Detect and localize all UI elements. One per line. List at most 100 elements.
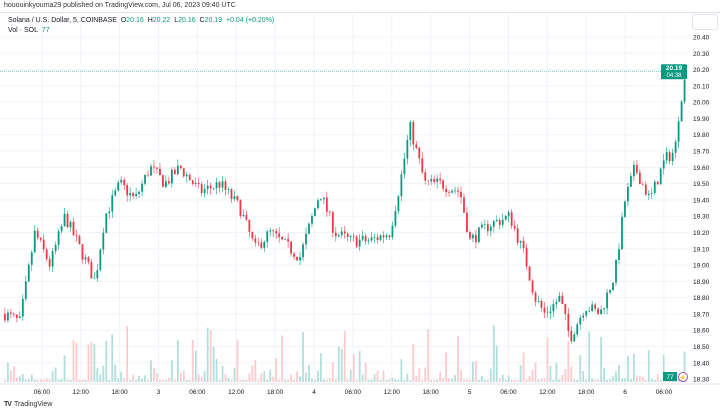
volume-bar <box>322 379 325 382</box>
volume-label[interactable]: Vol · SOL <box>8 27 38 34</box>
candle-body <box>600 309 603 315</box>
volume-bar <box>469 379 471 382</box>
volume-bar <box>573 379 576 382</box>
volume-badge-value: 77 <box>666 374 674 381</box>
candle-body <box>290 241 293 254</box>
volume-bar <box>343 331 346 382</box>
candle-body <box>245 214 248 220</box>
volume-bar <box>337 346 340 382</box>
volume-bar <box>576 380 579 382</box>
candle-body <box>227 189 230 190</box>
candle-body <box>218 182 221 188</box>
price-tick-label: 20.40 <box>693 35 710 42</box>
volume-bar <box>358 350 361 382</box>
volume-bar <box>108 379 111 382</box>
time-tick-label: 06:00 <box>500 389 517 396</box>
grid <box>0 12 688 384</box>
volume-bar <box>436 379 439 382</box>
candle-body <box>296 256 298 261</box>
candle-body <box>81 244 84 260</box>
chart-top-right-button[interactable] <box>692 14 718 30</box>
candle-body <box>364 235 367 242</box>
volume-bar <box>498 378 501 382</box>
volume-bar <box>185 379 188 382</box>
time-tick-label: 12:00 <box>539 389 556 396</box>
volume-bar <box>376 371 379 382</box>
candle-body <box>120 179 123 183</box>
candle-body <box>144 174 146 184</box>
volume-bar <box>501 374 504 382</box>
time-tick-label: 12:00 <box>228 389 245 396</box>
volume-bar <box>281 335 284 382</box>
candle-body <box>442 180 445 189</box>
volume-bar <box>293 379 295 382</box>
candle-body <box>582 315 585 318</box>
volume-bar <box>102 365 105 382</box>
candle-body <box>630 176 632 187</box>
candle-body <box>475 234 477 243</box>
candle-body <box>656 181 659 185</box>
candle-body <box>87 257 90 263</box>
volume-bar <box>427 329 430 382</box>
candle-body <box>463 197 465 213</box>
candle-body <box>200 184 203 194</box>
countdown-value: 04:38 <box>666 73 682 79</box>
time-tick-label: 18:00 <box>578 389 595 396</box>
volume-bar <box>519 365 522 382</box>
volume-bar <box>302 332 304 382</box>
volume-bar <box>349 369 352 382</box>
last-price-value: 20.19 <box>666 65 683 72</box>
volume-bar <box>170 360 173 382</box>
candle-body <box>132 192 135 196</box>
volume-bar <box>454 375 456 382</box>
price-tick-label: 20.20 <box>693 67 710 74</box>
volume-bar <box>314 379 316 382</box>
volume-bar <box>96 368 99 382</box>
volume-bar <box>126 326 129 382</box>
candle-body <box>191 180 194 185</box>
candle-body <box>454 190 456 192</box>
price-tick-label: 19.20 <box>693 230 710 237</box>
ohlc-row: Solana / U.S. Dollar, 5, COINBASE O20.16… <box>8 16 274 26</box>
candle-body <box>39 237 42 240</box>
volume-bar <box>311 378 313 382</box>
price-chart[interactable]: 20.40 20.30 20.20 20.10 20.00 19.90 19.80 19.70… <box>0 12 720 398</box>
volume-bar <box>382 370 385 382</box>
price-tick-label: 18.30 <box>693 377 710 384</box>
candle-body <box>382 235 385 238</box>
volume-bar <box>570 366 573 382</box>
candle-body <box>561 295 564 304</box>
volume-bar <box>144 375 146 382</box>
time-tick-label: 5 <box>468 389 472 396</box>
volume-bar <box>93 343 96 382</box>
volume-bar <box>591 378 594 382</box>
volume-bar <box>412 344 415 382</box>
last-price-badge <box>661 64 687 80</box>
candle-body <box>185 174 188 177</box>
volume-bar <box>227 378 230 382</box>
candle-body <box>170 169 173 184</box>
candle-body <box>439 178 442 181</box>
candle-body <box>159 168 161 176</box>
candle-body <box>233 196 236 200</box>
volume-bar <box>233 368 236 382</box>
candle-body <box>60 226 63 232</box>
volume-bar <box>564 369 567 382</box>
volume-badge <box>663 372 677 381</box>
time-tick-label: 06:00 <box>34 389 51 396</box>
volume-bar <box>543 378 546 382</box>
volume-bar <box>406 373 409 382</box>
candle-body <box>99 249 102 271</box>
candle-body <box>585 311 588 316</box>
volume-bar <box>242 379 245 382</box>
candle-body <box>588 310 591 312</box>
volume-bar <box>167 377 170 382</box>
candle-body <box>618 249 620 260</box>
volume-bar <box>191 339 194 382</box>
candle-body <box>126 185 129 196</box>
symbol-title[interactable]: Solana / U.S. Dollar, 5, COINBASE <box>8 17 117 24</box>
volume-bar <box>305 372 307 382</box>
candle-body <box>36 230 39 238</box>
volume-bar <box>215 358 218 382</box>
volume-bar <box>486 379 489 382</box>
